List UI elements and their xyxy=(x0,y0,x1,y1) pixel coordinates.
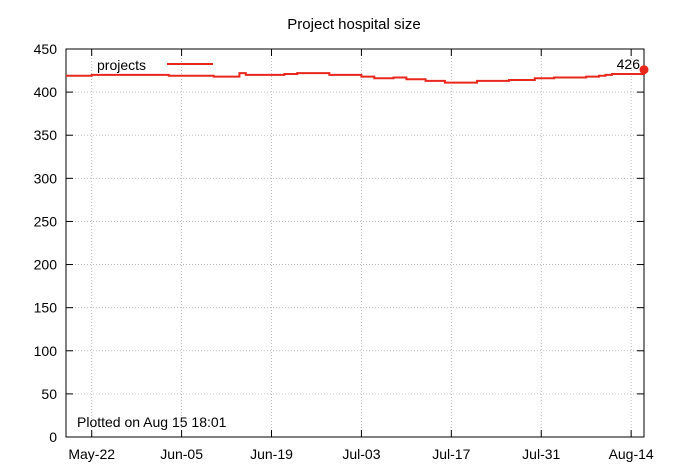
plot-frame xyxy=(65,48,645,438)
x-tick-label: Jun-05 xyxy=(160,446,203,462)
chart-title: Project hospital size xyxy=(287,16,420,33)
y-tick-label: 400 xyxy=(34,84,58,100)
y-tick-label: 150 xyxy=(34,300,58,316)
x-tick-label: Aug-14 xyxy=(609,446,654,462)
y-tick-label: 300 xyxy=(34,170,58,186)
y-tick-label: 250 xyxy=(34,213,58,229)
y-tick-label: 350 xyxy=(34,127,58,143)
axes: 0 50 100 150 200 250 300 350 400 450 May-22 Jun-05 J… xyxy=(34,41,654,462)
series-layer xyxy=(66,65,649,84)
y-tick-label: 50 xyxy=(41,386,57,402)
x-tick-label: Jul-31 xyxy=(522,446,560,462)
y-tick-label: 200 xyxy=(34,257,58,273)
x-tick-label: May-22 xyxy=(68,446,115,462)
last-point-marker xyxy=(639,65,649,75)
x-tick-label: Jun-19 xyxy=(250,446,293,462)
y-tick-label: 0 xyxy=(49,429,57,445)
grid xyxy=(66,49,644,437)
x-tick-label: Jul-03 xyxy=(342,446,380,462)
plotted-annotation: Plotted on Aug 15 18:01 xyxy=(77,414,227,430)
legend-label: projects xyxy=(97,57,146,73)
last-value-label: 426 xyxy=(617,56,641,72)
x-tick-label: Jul-17 xyxy=(432,446,470,462)
y-tick-label: 450 xyxy=(34,41,58,57)
y-tick-label: 100 xyxy=(34,343,58,359)
legend: projects xyxy=(97,57,213,73)
series-line-projects xyxy=(66,69,645,84)
